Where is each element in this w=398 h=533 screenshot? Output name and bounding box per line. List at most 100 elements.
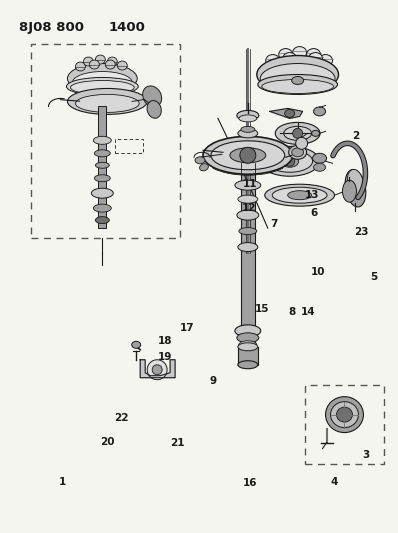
Text: 13: 13: [305, 190, 319, 200]
Ellipse shape: [312, 131, 320, 136]
Ellipse shape: [283, 53, 297, 64]
Circle shape: [296, 138, 308, 149]
Ellipse shape: [67, 63, 137, 93]
Circle shape: [152, 365, 162, 375]
Ellipse shape: [318, 54, 333, 67]
Ellipse shape: [107, 57, 117, 66]
Ellipse shape: [235, 325, 261, 337]
Ellipse shape: [306, 49, 320, 61]
Ellipse shape: [238, 343, 258, 351]
Ellipse shape: [292, 148, 304, 157]
Text: 15: 15: [255, 304, 270, 314]
Ellipse shape: [203, 136, 293, 174]
Ellipse shape: [267, 150, 312, 172]
Ellipse shape: [347, 169, 364, 197]
Bar: [304, 385, 384, 464]
Ellipse shape: [76, 94, 139, 112]
Text: 5: 5: [370, 272, 377, 282]
Text: 8J08 800: 8J08 800: [19, 21, 84, 34]
Ellipse shape: [337, 407, 353, 422]
Circle shape: [293, 128, 302, 139]
Bar: [238, 347, 258, 365]
Ellipse shape: [132, 341, 141, 348]
Ellipse shape: [239, 341, 257, 349]
Ellipse shape: [260, 147, 320, 176]
Ellipse shape: [96, 162, 109, 168]
Ellipse shape: [331, 402, 359, 427]
Text: 22: 22: [114, 413, 129, 423]
Text: 18: 18: [158, 336, 173, 346]
Bar: [241, 163, 255, 363]
Ellipse shape: [147, 101, 161, 118]
Ellipse shape: [211, 141, 285, 169]
Ellipse shape: [200, 164, 209, 171]
Ellipse shape: [275, 123, 320, 144]
Text: 8: 8: [289, 306, 296, 317]
Ellipse shape: [265, 184, 335, 206]
Bar: [31, 44, 180, 238]
Text: 16: 16: [243, 479, 258, 488]
Ellipse shape: [312, 154, 326, 163]
Ellipse shape: [284, 126, 312, 140]
Ellipse shape: [289, 146, 306, 159]
Ellipse shape: [142, 86, 162, 107]
Ellipse shape: [241, 126, 255, 132]
Ellipse shape: [239, 228, 257, 235]
Text: 20: 20: [101, 437, 115, 447]
Text: 6: 6: [310, 208, 318, 219]
Ellipse shape: [94, 150, 110, 157]
Ellipse shape: [238, 243, 258, 252]
Text: 14: 14: [301, 306, 315, 317]
Ellipse shape: [288, 191, 312, 200]
Ellipse shape: [84, 57, 94, 66]
Ellipse shape: [238, 195, 258, 203]
Text: 2: 2: [352, 131, 359, 141]
Polygon shape: [140, 360, 175, 378]
Ellipse shape: [237, 110, 259, 120]
Ellipse shape: [96, 55, 105, 64]
Text: 7: 7: [271, 219, 278, 229]
Ellipse shape: [257, 55, 339, 93]
Circle shape: [147, 360, 167, 379]
Ellipse shape: [239, 115, 257, 122]
Ellipse shape: [66, 77, 138, 95]
Ellipse shape: [308, 53, 322, 64]
Ellipse shape: [72, 71, 132, 93]
Text: 1: 1: [59, 477, 66, 487]
Text: 21: 21: [170, 438, 184, 448]
Ellipse shape: [90, 60, 100, 69]
Ellipse shape: [92, 188, 113, 198]
Ellipse shape: [94, 136, 111, 144]
Ellipse shape: [195, 157, 205, 164]
Ellipse shape: [266, 54, 280, 67]
Text: 10: 10: [311, 267, 325, 277]
Bar: [98, 107, 106, 228]
Ellipse shape: [94, 175, 110, 182]
Ellipse shape: [117, 61, 127, 70]
Text: 11: 11: [243, 179, 258, 189]
Ellipse shape: [314, 107, 326, 116]
Text: 17: 17: [180, 322, 194, 333]
Ellipse shape: [285, 109, 295, 117]
Ellipse shape: [105, 60, 115, 69]
Ellipse shape: [279, 49, 293, 61]
Ellipse shape: [237, 210, 259, 220]
Polygon shape: [270, 108, 302, 118]
Text: 3: 3: [362, 450, 369, 460]
Text: 4: 4: [330, 477, 338, 487]
Ellipse shape: [237, 333, 259, 343]
Text: 9: 9: [209, 376, 217, 386]
Ellipse shape: [292, 77, 304, 84]
Ellipse shape: [293, 46, 306, 59]
Ellipse shape: [258, 75, 338, 94]
Circle shape: [285, 156, 295, 166]
Ellipse shape: [96, 216, 109, 224]
Ellipse shape: [230, 148, 266, 163]
Ellipse shape: [345, 169, 366, 207]
Ellipse shape: [260, 63, 335, 93]
Ellipse shape: [235, 180, 261, 190]
Text: 12: 12: [241, 203, 256, 213]
Bar: [115, 139, 143, 154]
Ellipse shape: [76, 62, 86, 71]
Text: 19: 19: [158, 352, 172, 362]
